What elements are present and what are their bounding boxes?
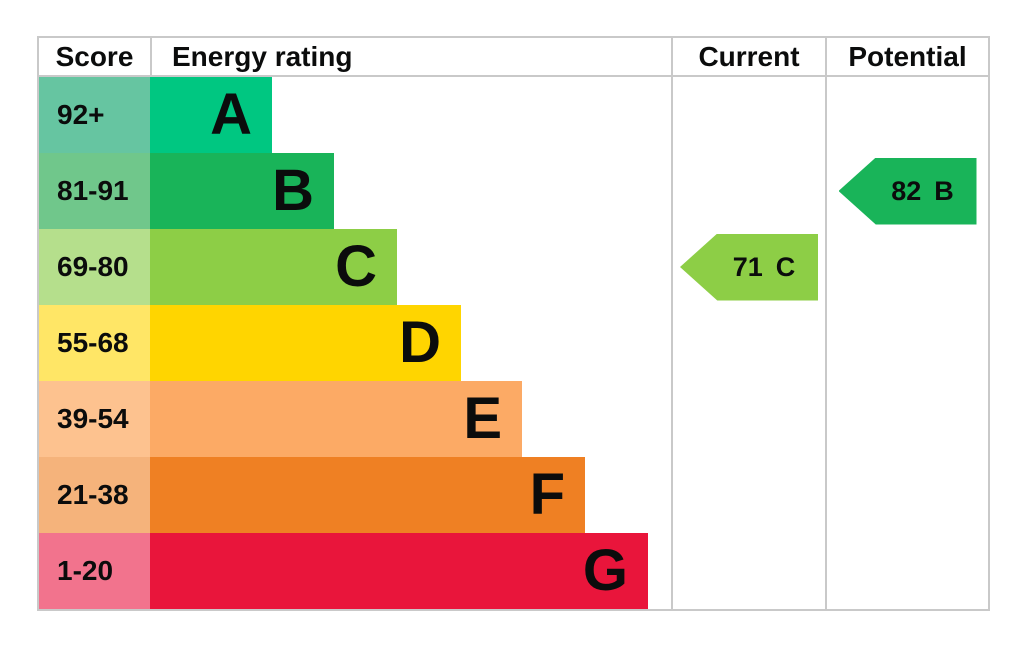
- band-row-b: 81-91 B 82 B: [39, 153, 988, 229]
- band-letter-e: E: [463, 386, 502, 451]
- current-cell-d: [671, 305, 825, 381]
- band-row-c: 69-80 C 71 C: [39, 229, 988, 305]
- potential-cell-b: 82 B: [825, 153, 988, 229]
- potential-cell-c: [825, 229, 988, 305]
- rating-cell-f: F: [150, 457, 671, 533]
- current-cell-g: [671, 533, 825, 609]
- potential-column-header: Potential: [825, 38, 988, 75]
- band-letter-f: F: [529, 462, 565, 527]
- rating-cell-d: D: [150, 305, 671, 381]
- potential-cell-e: [825, 381, 988, 457]
- potential-rating-arrow: 82 B: [838, 157, 977, 225]
- band-letter-a: A: [210, 82, 252, 147]
- score-column-header: Score: [55, 41, 134, 72]
- score-range-d: 55-68: [39, 305, 150, 381]
- potential-rating-letter: B: [934, 175, 954, 206]
- energy-rating-column-header: Energy rating: [150, 38, 671, 75]
- current-rating-arrow: 71 C: [680, 233, 818, 301]
- potential-cell-a: [825, 77, 988, 153]
- band-bar-d: D: [150, 305, 461, 381]
- band-bar-e: E: [150, 381, 522, 457]
- current-rating-value: 71: [732, 251, 763, 282]
- potential-rating-value: 82: [891, 175, 922, 206]
- rating-cell-c: C: [150, 229, 671, 305]
- rating-cell-e: E: [150, 381, 671, 457]
- score-range-f: 21-38: [39, 457, 150, 533]
- rating-cell-g: G: [150, 533, 671, 609]
- score-range-a: 92+: [39, 77, 150, 153]
- current-column-header: Current: [671, 38, 825, 75]
- current-cell-c: 71 C: [671, 229, 825, 305]
- band-bar-a: A: [150, 77, 272, 153]
- current-cell-a: [671, 77, 825, 153]
- score-range-c: 69-80: [39, 229, 150, 305]
- band-rows: 92+ A 81-91 B: [39, 77, 988, 609]
- band-row-e: 39-54 E: [39, 381, 988, 457]
- score-range-g: 1-20: [39, 533, 150, 609]
- table-header: Score Energy rating Current Potential: [39, 38, 988, 77]
- potential-cell-f: [825, 457, 988, 533]
- band-bar-f: F: [150, 457, 585, 533]
- rating-cell-b: B: [150, 153, 671, 229]
- rating-cell-a: A: [150, 77, 671, 153]
- band-letter-c: C: [335, 234, 377, 299]
- band-bar-c: C: [150, 229, 397, 305]
- band-row-g: 1-20 G: [39, 533, 988, 609]
- band-row-d: 55-68 D: [39, 305, 988, 381]
- potential-cell-d: [825, 305, 988, 381]
- band-letter-g: G: [582, 538, 628, 603]
- score-range-b: 81-91: [39, 153, 150, 229]
- band-letter-b: B: [272, 158, 314, 223]
- band-letter-d: D: [399, 310, 441, 375]
- band-bar-b: B: [150, 153, 334, 229]
- potential-cell-g: [825, 533, 988, 609]
- current-cell-e: [671, 381, 825, 457]
- score-range-e: 39-54: [39, 381, 150, 457]
- current-cell-b: [671, 153, 825, 229]
- current-cell-f: [671, 457, 825, 533]
- epc-table: Score Energy rating Current Potential 92…: [37, 36, 990, 611]
- band-bar-g: G: [150, 533, 648, 609]
- current-rating-letter: C: [775, 251, 796, 282]
- band-row-f: 21-38 F: [39, 457, 988, 533]
- band-row-a: 92+ A: [39, 77, 988, 153]
